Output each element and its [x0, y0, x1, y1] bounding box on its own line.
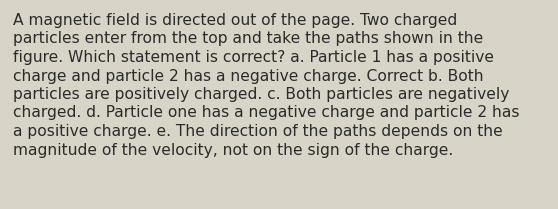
- Text: particles are positively charged. c. Both particles are negatively: particles are positively charged. c. Bot…: [13, 87, 509, 102]
- Text: magnitude of the velocity, not on the sign of the charge.: magnitude of the velocity, not on the si…: [13, 143, 453, 158]
- Text: figure. Which statement is correct? a. Particle 1 has a positive: figure. Which statement is correct? a. P…: [13, 50, 494, 65]
- Text: charged. d. Particle one has a negative charge and particle 2 has: charged. d. Particle one has a negative …: [13, 106, 519, 121]
- Text: particles enter from the top and take the paths shown in the: particles enter from the top and take th…: [13, 32, 483, 46]
- Text: a positive charge. e. The direction of the paths depends on the: a positive charge. e. The direction of t…: [13, 124, 503, 139]
- Text: A magnetic field is directed out of the page. Two charged: A magnetic field is directed out of the …: [13, 13, 457, 28]
- Text: charge and particle 2 has a negative charge. Correct b. Both: charge and particle 2 has a negative cha…: [13, 69, 484, 84]
